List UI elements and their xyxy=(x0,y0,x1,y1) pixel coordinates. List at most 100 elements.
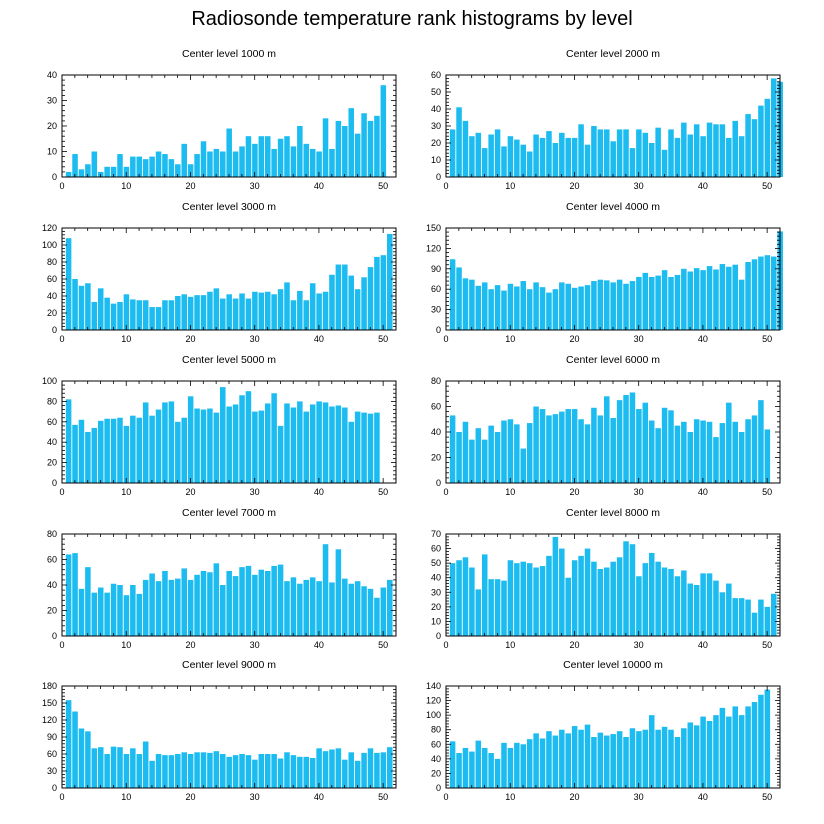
histogram-bar xyxy=(481,439,488,483)
x-tick-label: 50 xyxy=(762,792,772,802)
y-tick-label: 60 xyxy=(431,544,441,554)
histogram-bar xyxy=(738,136,745,177)
histogram-bar xyxy=(771,256,777,330)
histogram-bar xyxy=(220,298,226,330)
histogram-bar xyxy=(559,282,565,330)
histogram-bar xyxy=(65,399,72,483)
x-tick-label: 40 xyxy=(314,181,324,191)
histogram-bar xyxy=(232,404,239,483)
histogram-bar xyxy=(181,417,187,483)
histogram-bar xyxy=(104,418,110,483)
histogram-bar xyxy=(316,293,322,330)
histogram-bar xyxy=(681,122,687,177)
histogram-bar xyxy=(584,144,591,177)
histogram-bar xyxy=(501,290,507,330)
histogram-bar xyxy=(719,423,726,483)
histogram-bar xyxy=(200,570,207,636)
x-tick-label: 20 xyxy=(569,181,579,191)
histogram-bar xyxy=(462,747,469,788)
histogram-bar xyxy=(674,137,681,177)
histogram-bar xyxy=(475,285,482,330)
histogram-bar xyxy=(91,748,98,788)
histogram-bar xyxy=(110,418,117,483)
histogram-bar xyxy=(91,427,98,483)
histogram-bar xyxy=(367,748,374,788)
histogram-bar xyxy=(277,289,284,330)
histogram-bar xyxy=(642,563,649,636)
histogram-bar xyxy=(354,133,361,177)
histogram-bar xyxy=(162,570,168,636)
histogram-bar xyxy=(700,270,706,330)
histogram-bar xyxy=(162,154,168,177)
histogram-bar xyxy=(514,424,520,483)
histogram-bar xyxy=(526,423,533,483)
histogram-bar xyxy=(335,748,342,788)
histogram-bar xyxy=(322,118,329,177)
histogram-bar xyxy=(706,266,713,330)
histogram-bar xyxy=(361,412,367,483)
histogram-bar xyxy=(533,134,539,177)
histogram-bar xyxy=(239,754,245,788)
panel-title: Center level 10000 m xyxy=(563,659,663,671)
histogram-bar xyxy=(387,579,393,636)
histogram-bar xyxy=(526,151,533,177)
chart-panel: Center level 6000 m 0 10 20 30 40 50 0 20 40 60 80 xyxy=(431,354,781,497)
y-tick-label: 20 xyxy=(431,768,441,778)
y-tick-label: 50 xyxy=(431,558,441,568)
histogram-bar xyxy=(271,148,277,177)
y-tick-label: 80 xyxy=(431,376,441,386)
histogram-bar xyxy=(462,421,469,483)
y-tick-label: 100 xyxy=(426,710,441,720)
histogram-bar xyxy=(546,555,552,636)
y-tick-label: 60 xyxy=(47,417,57,427)
y-tick-label: 80 xyxy=(47,529,57,539)
y-tick-label: 0 xyxy=(436,631,441,641)
histogram-bar xyxy=(745,262,751,330)
histogram-bar xyxy=(65,554,72,636)
x-tick-label: 40 xyxy=(314,792,324,802)
histogram-bar xyxy=(297,290,303,330)
histogram-bar xyxy=(494,432,501,483)
histogram-bar xyxy=(348,752,354,788)
x-tick-label: 50 xyxy=(378,640,388,650)
histogram-bar xyxy=(142,300,149,330)
histogram-bar xyxy=(329,406,335,483)
histogram-bar xyxy=(239,293,245,330)
histogram-bar xyxy=(187,396,194,483)
histogram-bar xyxy=(200,752,207,788)
histogram-bar xyxy=(591,561,597,636)
histogram-bar xyxy=(745,706,751,788)
y-tick-label: 50 xyxy=(431,87,441,97)
histogram-bar xyxy=(284,752,290,788)
chart-panel: Center level 4000 m 0 10 20 30 40 50 0 30 60 90 120… xyxy=(426,201,783,344)
histogram-bar xyxy=(732,421,738,483)
histogram-bar xyxy=(604,280,610,330)
histogram-bar xyxy=(374,256,380,330)
histogram-bar xyxy=(475,740,482,788)
x-tick-label: 20 xyxy=(185,334,195,344)
x-tick-label: 30 xyxy=(634,181,644,191)
histogram-bar xyxy=(97,587,104,636)
x-tick-label: 0 xyxy=(59,334,64,344)
histogram-bar xyxy=(648,420,655,483)
histogram-bar xyxy=(136,754,143,788)
histogram-bar xyxy=(252,291,258,330)
histogram-bar xyxy=(175,754,181,788)
histogram-bar xyxy=(745,419,751,483)
x-tick-label: 0 xyxy=(443,640,448,650)
histogram-bar xyxy=(117,417,123,483)
histogram-bar xyxy=(110,166,117,177)
histogram-bar xyxy=(258,136,265,177)
y-tick-label: 100 xyxy=(42,240,57,250)
y-tick-label: 20 xyxy=(431,602,441,612)
histogram-bar xyxy=(309,577,316,636)
x-tick-label: 30 xyxy=(634,334,644,344)
histogram-bar xyxy=(764,606,771,636)
histogram-bar xyxy=(354,411,361,483)
histogram-bar xyxy=(501,580,507,636)
histogram-bar xyxy=(207,408,213,483)
y-tick-label: 40 xyxy=(47,580,57,590)
histogram-bar xyxy=(661,407,668,483)
histogram-bar xyxy=(297,583,303,636)
y-tick-label: 30 xyxy=(431,121,441,131)
